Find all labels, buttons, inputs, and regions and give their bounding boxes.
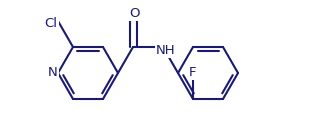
Text: NH: NH xyxy=(156,44,176,57)
Text: O: O xyxy=(129,7,139,20)
Text: N: N xyxy=(48,67,58,80)
Text: F: F xyxy=(189,66,197,79)
Text: Cl: Cl xyxy=(44,17,58,30)
